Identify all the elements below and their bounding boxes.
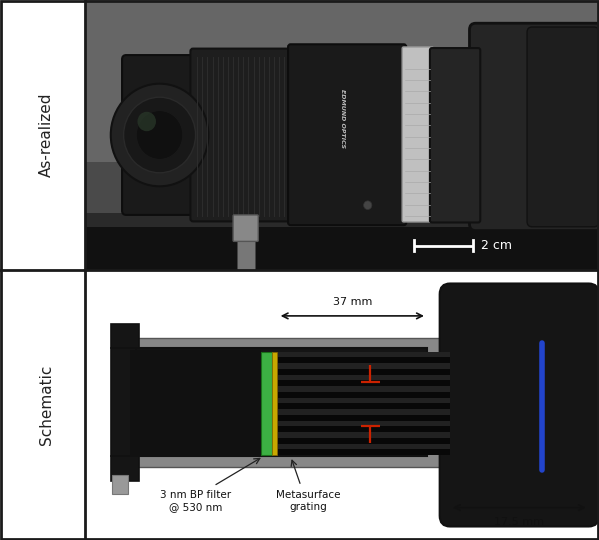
Bar: [112, 475, 128, 494]
Circle shape: [111, 84, 208, 186]
Bar: [278, 449, 450, 455]
Text: Schematic: Schematic: [40, 365, 55, 445]
Bar: [261, 352, 272, 455]
Bar: [278, 438, 450, 444]
Text: 3 nm BP filter
@ 530 nm: 3 nm BP filter @ 530 nm: [160, 490, 231, 512]
Bar: [111, 456, 139, 481]
Bar: [111, 348, 137, 456]
Bar: [237, 238, 255, 270]
FancyBboxPatch shape: [402, 47, 434, 222]
Bar: [85, 213, 599, 227]
Bar: [278, 403, 450, 409]
FancyBboxPatch shape: [527, 27, 599, 227]
Circle shape: [137, 111, 183, 159]
FancyBboxPatch shape: [233, 215, 258, 241]
FancyBboxPatch shape: [190, 49, 293, 221]
FancyBboxPatch shape: [470, 23, 599, 231]
FancyBboxPatch shape: [122, 55, 197, 215]
Bar: [278, 415, 450, 421]
Bar: [111, 324, 139, 348]
Bar: [278, 352, 450, 455]
Text: 37 mm: 37 mm: [332, 296, 372, 307]
FancyBboxPatch shape: [430, 48, 480, 222]
Text: As-realized: As-realized: [40, 93, 55, 177]
Bar: [131, 350, 261, 455]
Bar: [278, 357, 450, 363]
Bar: [272, 352, 277, 455]
Bar: [278, 426, 450, 432]
Bar: [85, 224, 599, 270]
Bar: [85, 162, 599, 270]
FancyBboxPatch shape: [288, 44, 406, 225]
Bar: [278, 369, 450, 375]
Text: 17.5 mm: 17.5 mm: [494, 517, 544, 528]
FancyBboxPatch shape: [440, 284, 599, 526]
Bar: [119, 338, 440, 467]
Circle shape: [123, 97, 195, 173]
Bar: [278, 380, 450, 386]
Circle shape: [138, 112, 156, 131]
Text: Metasurface
grating: Metasurface grating: [276, 490, 341, 512]
Bar: [278, 392, 450, 397]
Text: 2 cm: 2 cm: [481, 239, 512, 252]
Circle shape: [364, 201, 372, 210]
Text: EDMUND OPTICS: EDMUND OPTICS: [340, 89, 344, 148]
Bar: [129, 348, 427, 456]
